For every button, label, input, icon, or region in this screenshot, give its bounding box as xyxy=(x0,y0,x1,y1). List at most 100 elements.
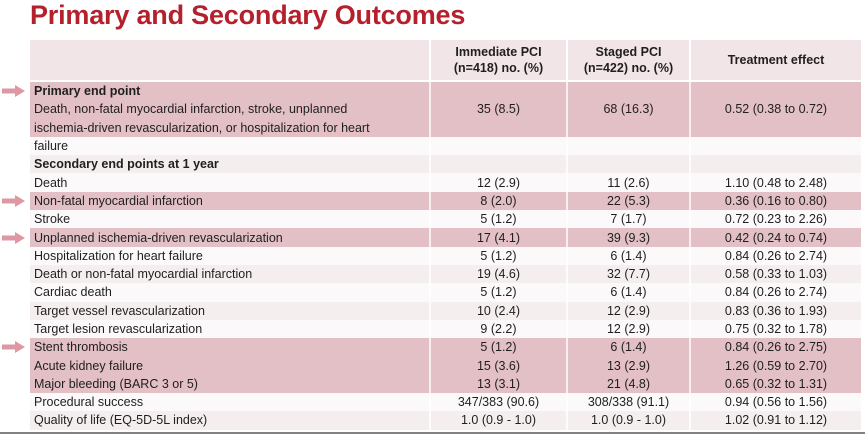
cell-immediate-pci: 8 (2.0) xyxy=(429,191,566,211)
cell-staged-pci: 12 (2.9) xyxy=(566,319,689,339)
cell-treatment-effect xyxy=(689,155,861,174)
cell-treatment-effect: 0.52 (0.38 to 0.72) xyxy=(689,100,861,119)
cell-treatment-effect: 0.72 (0.23 to 2.26) xyxy=(689,210,861,229)
cell-staged-pci: 12 (2.9) xyxy=(566,301,689,320)
row-label: Death xyxy=(34,175,68,190)
table-header-row: Immediate PCI (n=418) no. (%) Staged PCI… xyxy=(30,40,861,82)
cell-immediate-pci: 5 (1.2) xyxy=(429,283,566,302)
cell-treatment-effect: 0.84 (0.26 to 2.75) xyxy=(689,338,861,357)
row-label: Target vessel revascularization xyxy=(34,303,205,318)
cell-immediate-pci: 347/383 (90.6) xyxy=(429,393,566,412)
cell-treatment-effect: 0.83 (0.36 to 1.93) xyxy=(689,301,861,320)
row-label: Acute kidney failure xyxy=(34,358,144,373)
cell-staged-pci: 6 (1.4) xyxy=(566,246,689,265)
col-header-treatment-effect-line1: Treatment effect xyxy=(727,53,825,67)
col-header-immediate-pci: Immediate PCI (n=418) no. (%) xyxy=(429,40,566,80)
cell-treatment-effect: 0.36 (0.16 to 0.80) xyxy=(689,191,861,211)
cell-immediate-pci xyxy=(429,82,566,101)
cell-staged-pci: 7 (1.7) xyxy=(566,210,689,229)
row-label: Non-fatal myocardial infarction xyxy=(34,193,203,208)
table-row: Target lesion revascularization 9 (2.2) 12… xyxy=(30,319,861,339)
col-header-staged-pci: Staged PCI (n=422) no. (%) xyxy=(566,40,689,80)
row-label: Target lesion revascularization xyxy=(34,322,203,336)
row-marker-arrow-icon xyxy=(2,85,26,98)
row-label: Quality of life (EQ-5D-5L index) xyxy=(34,413,208,428)
row-label: Stent thrombosis xyxy=(34,340,128,355)
cell-treatment-effect: 1.02 (0.91 to 1.12) xyxy=(689,411,861,430)
cell-staged-pci xyxy=(566,118,689,137)
table-row: Death or non-fatal myocardial infarction… xyxy=(30,264,861,284)
table-row: Non-fatal myocardial infarction 8 (2.0) 22… xyxy=(2,191,861,211)
cell-staged-pci: 13 (2.9) xyxy=(566,356,689,375)
col-header-immediate-pci-line1: Immediate PCI xyxy=(455,45,542,59)
cell-immediate-pci: 5 (1.2) xyxy=(429,246,566,265)
cell-treatment-effect: 1.26 (0.59 to 2.70) xyxy=(689,356,861,375)
table-row: Quality of life (EQ-5D-5L index) 1.0 (0.9… xyxy=(30,411,861,430)
row-label: Death or non-fatal myocardial infarction xyxy=(34,267,253,282)
table-row: Primary end point xyxy=(2,82,861,101)
cell-treatment-effect: 0.65 (0.32 to 1.31) xyxy=(689,374,861,394)
table-row: Stroke 5 (1.2) 7 (1.7) 0.72 (0.23 to 2.26) xyxy=(30,210,861,229)
outcomes-table: Immediate PCI (n=418) no. (%) Staged PCI… xyxy=(2,40,861,430)
cell-staged-pci: 39 (9.3) xyxy=(566,228,689,247)
cell-treatment-effect: 0.42 (0.24 to 0.74) xyxy=(689,228,861,247)
cell-treatment-effect: 0.84 (0.26 to 2.74) xyxy=(689,283,861,302)
cell-treatment-effect xyxy=(689,118,861,137)
table-row: ischemia-driven revascularization, or ho… xyxy=(30,118,861,137)
cell-immediate-pci: 5 (1.2) xyxy=(429,210,566,229)
table-row: Unplanned ischemia-driven revascularizat… xyxy=(2,228,861,247)
cell-treatment-effect: 0.75 (0.32 to 1.78) xyxy=(689,319,861,339)
row-label: Hospitalization for heart failure xyxy=(34,248,203,263)
row-label: Death, non-fatal myocardial infarction, … xyxy=(34,102,348,117)
row-label: Cardiac death xyxy=(34,285,112,300)
table-row: Death 12 (2.9) 11 (2.6) 1.10 (0.48 to 2.48) xyxy=(30,173,861,192)
cell-staged-pci: 11 (2.6) xyxy=(566,173,689,192)
page-title: Primary and Secondary Outcomes xyxy=(30,0,466,30)
cell-immediate-pci: 17 (4.1) xyxy=(429,228,566,247)
row-label: failure xyxy=(34,139,69,154)
table-row: Hospitalization for heart failure 5 (1.2)… xyxy=(30,246,861,265)
cell-immediate-pci xyxy=(429,136,566,156)
cell-treatment-effect xyxy=(689,136,861,156)
row-label: Secondary end points at 1 year xyxy=(34,157,219,172)
row-label: Procedural success xyxy=(34,395,144,410)
col-header-outcome xyxy=(30,40,429,80)
cell-staged-pci: 32 (7.7) xyxy=(566,264,689,284)
row-label: Primary end point xyxy=(34,84,141,99)
table-row: Secondary end points at 1 year xyxy=(30,155,861,174)
cell-staged-pci: 68 (16.3) xyxy=(566,100,689,119)
col-header-immediate-pci-line2: (n=418) no. (%) xyxy=(453,61,544,75)
row-marker-arrow-icon xyxy=(2,231,26,244)
cell-immediate-pci: 15 (3.6) xyxy=(429,356,566,375)
cell-immediate-pci: 19 (4.6) xyxy=(429,264,566,284)
cell-staged-pci: 308/338 (91.1) xyxy=(566,393,689,412)
cell-staged-pci xyxy=(566,136,689,156)
cell-staged-pci: 1.0 (0.9 - 1.0) xyxy=(566,411,689,430)
cell-treatment-effect: 0.94 (0.56 to 1.56) xyxy=(689,393,861,412)
cell-staged-pci: 6 (1.4) xyxy=(566,283,689,302)
col-header-staged-pci-line2: (n=422) no. (%) xyxy=(583,61,674,75)
cell-treatment-effect: 0.84 (0.26 to 2.74) xyxy=(689,246,861,265)
cell-treatment-effect: 0.58 (0.33 to 1.03) xyxy=(689,264,861,284)
table-row: Cardiac death 5 (1.2) 6 (1.4) 0.84 (0.26 to… xyxy=(30,283,861,302)
col-header-staged-pci-line1: Staged PCI xyxy=(595,45,662,59)
row-label: Stroke xyxy=(34,212,71,227)
cell-staged-pci: 21 (4.8) xyxy=(566,374,689,394)
table-row: Death, non-fatal myocardial infarction, … xyxy=(30,100,861,119)
row-label: ischemia-driven revascularization, or ho… xyxy=(34,120,370,135)
row-marker-arrow-icon xyxy=(2,194,26,207)
table-row: failure xyxy=(30,136,861,156)
cell-immediate-pci xyxy=(429,155,566,174)
cell-staged-pci: 6 (1.4) xyxy=(566,338,689,357)
cell-immediate-pci: 5 (1.2) xyxy=(429,338,566,357)
row-label: Unplanned ischemia-driven revascularizat… xyxy=(34,230,283,245)
cell-staged-pci xyxy=(566,155,689,174)
cell-immediate-pci: 1.0 (0.9 - 1.0) xyxy=(429,411,566,430)
col-header-treatment-effect: Treatment effect xyxy=(689,40,861,80)
cell-treatment-effect: 1.10 (0.48 to 2.48) xyxy=(689,173,861,192)
table-row: Acute kidney failure 15 (3.6) 13 (2.9) 1.26… xyxy=(30,356,861,375)
table-row: Major bleeding (BARC 3 or 5) 13 (3.1) 21 (… xyxy=(30,374,861,394)
cell-immediate-pci: 13 (3.1) xyxy=(429,374,566,394)
cell-immediate-pci xyxy=(429,118,566,137)
